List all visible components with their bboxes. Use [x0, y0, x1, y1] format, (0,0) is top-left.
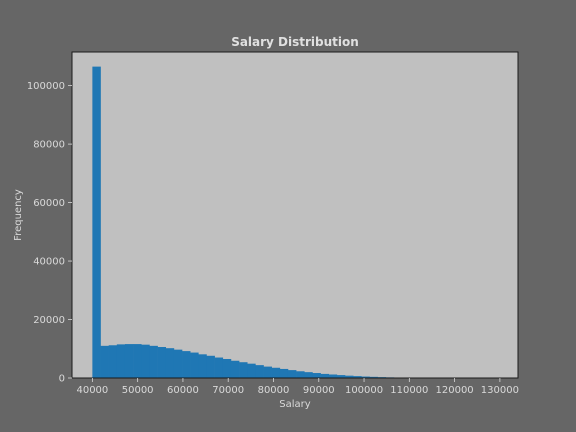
y-axis-label: Frequency — [13, 189, 24, 241]
histogram-bar — [328, 374, 338, 378]
histogram-bar — [353, 376, 362, 378]
histogram-bar — [190, 352, 199, 378]
histogram-bar — [239, 362, 248, 378]
histogram-bar — [287, 370, 297, 378]
histogram-bar — [141, 344, 150, 378]
histogram-bar — [279, 368, 289, 378]
y-tick-label: 60000 — [33, 198, 65, 209]
histogram-bar — [222, 358, 232, 378]
plot-area — [72, 52, 518, 378]
histogram-bar — [214, 357, 224, 378]
histogram-bar — [296, 371, 305, 378]
bars-group — [92, 66, 501, 378]
histogram-bar — [165, 348, 175, 378]
y-tick-label: 100000 — [27, 81, 65, 92]
plot-frame — [71, 51, 519, 379]
histogram-bar — [133, 344, 142, 378]
x-tick-label: 70000 — [212, 385, 244, 396]
histogram-bar — [336, 375, 346, 378]
x-tick-label: 60000 — [167, 385, 199, 396]
histogram-bar — [116, 344, 126, 378]
x-axis-label: Salary — [279, 399, 310, 410]
histogram-bar — [320, 373, 330, 378]
x-axis: 40000 50000 60000 70000 80000 90000 100000 1100… — [76, 378, 519, 396]
histogram-bar — [157, 347, 167, 378]
histogram-bar — [173, 349, 183, 378]
x-tick-label: 100000 — [345, 385, 383, 396]
histogram-bar — [206, 355, 215, 378]
x-tick-label: 50000 — [122, 385, 154, 396]
histogram-bar — [271, 367, 281, 378]
histogram-bar — [198, 354, 207, 378]
histogram-bar — [263, 366, 272, 378]
histogram-bar — [182, 351, 191, 378]
histogram-bar — [92, 66, 101, 378]
histogram-bar — [124, 344, 134, 378]
y-tick-label: 20000 — [33, 315, 65, 326]
histogram-bar — [230, 360, 240, 378]
histogram-bar — [312, 373, 321, 378]
y-axis: 0 20000 40000 60000 80000 100000 — [27, 81, 72, 385]
histogram-bar — [369, 376, 378, 378]
x-tick-label: 130000 — [481, 385, 519, 396]
chart-title: Salary Distribution — [231, 35, 359, 49]
histogram-bar — [255, 365, 264, 378]
y-tick-label: 80000 — [33, 140, 65, 151]
histogram-bar — [345, 375, 354, 378]
y-tick-label: 40000 — [33, 257, 65, 268]
histogram-bar — [108, 345, 118, 378]
y-tick-label: 0 — [59, 374, 65, 385]
histogram-bar — [247, 363, 256, 378]
x-tick-label: 120000 — [436, 385, 474, 396]
histogram-bar — [304, 372, 313, 378]
histogram-bar — [149, 345, 158, 378]
x-tick-label: 90000 — [303, 385, 335, 396]
x-tick-label: 40000 — [76, 385, 108, 396]
histogram-bar — [361, 376, 370, 378]
histogram-bar — [100, 345, 109, 378]
x-tick-label: 80000 — [258, 385, 290, 396]
x-tick-label: 110000 — [390, 385, 428, 396]
